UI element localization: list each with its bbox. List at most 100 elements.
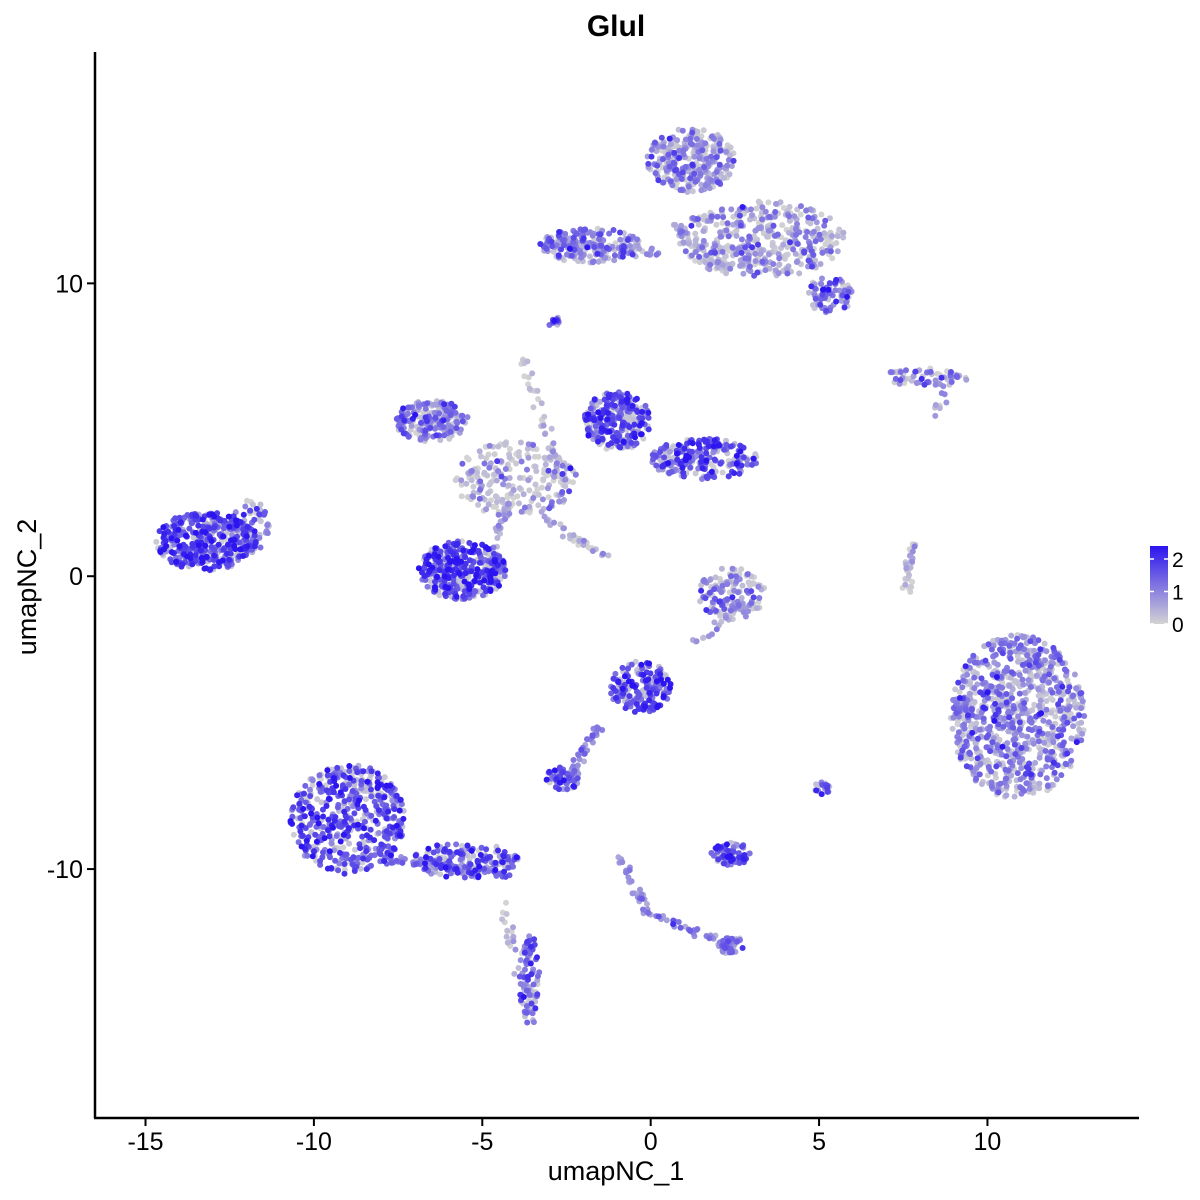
cell-point xyxy=(311,848,317,855)
cell-point xyxy=(739,945,746,951)
cell-point xyxy=(502,567,509,574)
cell-point xyxy=(719,469,726,476)
cell-point xyxy=(908,583,914,590)
cell-point xyxy=(538,508,545,515)
cell-point xyxy=(314,796,321,803)
cell-point xyxy=(1035,686,1042,693)
cell-point xyxy=(367,826,374,833)
cell-point xyxy=(467,861,474,868)
cell-point xyxy=(897,377,904,384)
cell-point xyxy=(772,209,779,215)
cell-point xyxy=(516,500,522,507)
cell-point xyxy=(817,261,824,267)
cell-point xyxy=(653,690,660,697)
cell-point xyxy=(346,840,353,847)
cell-point xyxy=(529,370,536,377)
cell-point xyxy=(541,454,548,461)
cell-point xyxy=(530,442,537,448)
cell-point xyxy=(504,939,511,946)
cell-point xyxy=(1015,658,1021,665)
cell-point xyxy=(989,739,996,746)
cell-point xyxy=(750,594,757,601)
cell-point xyxy=(597,398,603,405)
cell-point xyxy=(469,493,476,500)
cell-point xyxy=(483,846,490,853)
cell-point xyxy=(995,721,1002,728)
cell-point xyxy=(693,926,700,933)
cell-point xyxy=(498,473,505,480)
cell-point xyxy=(1068,735,1075,742)
cell-point xyxy=(462,554,469,561)
cell-point xyxy=(505,482,512,489)
cell-point xyxy=(334,764,341,771)
cell-point xyxy=(719,248,726,255)
cell-point xyxy=(458,481,465,488)
cell-point xyxy=(909,548,916,555)
cell-point xyxy=(716,161,723,168)
cell-point xyxy=(341,798,348,805)
cell-point xyxy=(1042,657,1048,664)
cell-point xyxy=(1070,692,1077,699)
cell-point xyxy=(481,469,488,476)
cell-point xyxy=(1043,706,1050,713)
cell-point xyxy=(474,857,481,864)
cell-point xyxy=(535,491,542,498)
cell-point xyxy=(1055,701,1062,708)
cell-point xyxy=(736,470,743,477)
cell-point xyxy=(408,422,415,429)
cell-point xyxy=(610,684,617,691)
cell-point xyxy=(464,414,471,421)
cell-point xyxy=(437,871,444,878)
cell-point xyxy=(508,928,515,935)
cell-point xyxy=(312,831,319,838)
cell-point xyxy=(979,680,986,687)
cell-point xyxy=(540,422,547,429)
cell-point xyxy=(722,945,729,952)
cell-point xyxy=(1050,739,1057,746)
cell-point xyxy=(393,415,400,422)
cell-point xyxy=(450,580,457,587)
cell-point xyxy=(739,843,746,850)
cell-point xyxy=(910,373,917,380)
cell-point xyxy=(323,787,330,794)
cell-point xyxy=(307,793,314,799)
cell-point xyxy=(580,235,587,242)
cell-point xyxy=(766,213,773,220)
cell-point xyxy=(1076,726,1083,733)
cell-point xyxy=(995,744,1001,751)
cell-point xyxy=(381,774,388,781)
cell-point xyxy=(626,693,633,700)
cell-point xyxy=(921,381,928,388)
cell-point xyxy=(719,220,726,226)
cell-point xyxy=(247,507,254,514)
cell-point xyxy=(610,227,617,233)
cell-point xyxy=(424,418,430,425)
cell-point xyxy=(487,460,494,467)
cell-point xyxy=(819,249,826,256)
cell-point xyxy=(494,458,501,465)
cell-point xyxy=(520,491,527,498)
cell-point xyxy=(1012,736,1018,743)
cell-point xyxy=(972,689,979,696)
cell-point xyxy=(524,358,531,365)
cell-point xyxy=(1049,724,1056,730)
cell-point xyxy=(728,163,735,169)
cell-point xyxy=(437,437,444,443)
cell-point xyxy=(1016,690,1023,697)
cell-point xyxy=(973,720,980,727)
cell-point xyxy=(728,573,734,580)
cell-point xyxy=(1050,732,1057,739)
cell-point xyxy=(657,448,664,455)
cell-point xyxy=(531,936,538,943)
cell-point xyxy=(251,516,258,523)
cell-point xyxy=(1008,632,1015,639)
cell-point xyxy=(485,490,492,497)
cell-point xyxy=(208,543,215,550)
cell-point xyxy=(980,715,987,722)
cell-point xyxy=(330,789,337,796)
cell-point xyxy=(897,369,904,375)
cell-point xyxy=(264,522,271,529)
cell-point xyxy=(510,938,517,945)
cell-point xyxy=(770,222,777,229)
cell-point xyxy=(1011,705,1017,712)
